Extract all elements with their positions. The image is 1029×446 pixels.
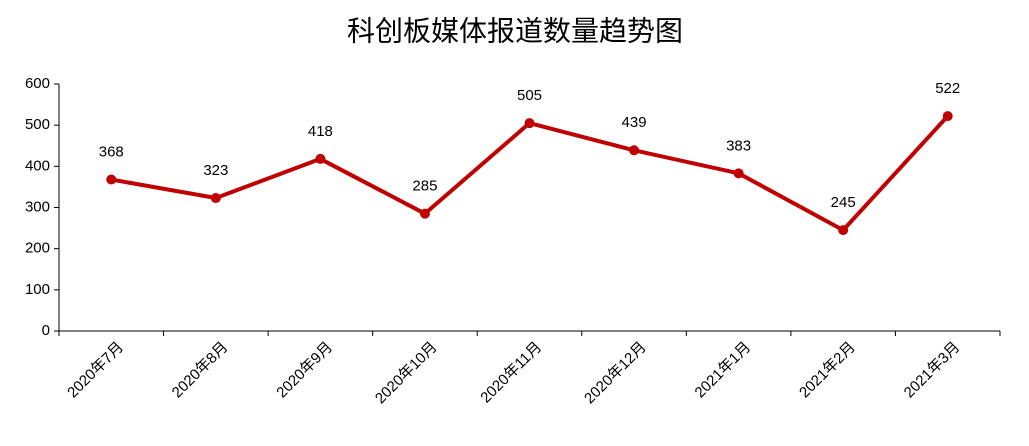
data-label: 505	[517, 87, 542, 104]
x-tick-label: 2020年10月	[372, 339, 441, 408]
x-tick-label: 2020年7月	[64, 339, 127, 402]
y-tick-label: 300	[25, 198, 50, 215]
data-label: 418	[308, 123, 333, 140]
point	[106, 174, 117, 185]
point	[419, 208, 430, 219]
y-tick-label: 0	[42, 322, 50, 339]
data-label: 285	[412, 178, 437, 195]
x-tick-label: 2021年2月	[796, 339, 859, 402]
data-label: 383	[726, 137, 751, 154]
y-tick-label: 200	[25, 240, 50, 257]
y-tick-label: 100	[25, 281, 50, 298]
y-tick-label: 400	[25, 157, 50, 174]
x-tick-label: 2020年9月	[273, 339, 336, 402]
x-tick-label: 2020年11月	[477, 339, 545, 407]
point	[838, 225, 849, 236]
x-tick-label: 2020年12月	[581, 339, 650, 408]
line	[110, 114, 950, 233]
data-label: 368	[99, 143, 124, 160]
x-tick-label: 2021年3月	[901, 339, 964, 402]
data-label: 245	[831, 194, 856, 211]
y-tick-label: 600	[25, 75, 50, 92]
point	[210, 193, 221, 204]
data-label: 439	[622, 114, 647, 131]
x-tick-label: 2020年8月	[169, 339, 232, 402]
point	[629, 145, 640, 156]
point	[942, 111, 953, 122]
point	[733, 168, 744, 179]
y-tick-label: 500	[25, 116, 50, 133]
data-label: 522	[935, 80, 960, 97]
chart-title: 科创板媒体报道数量趋势图	[347, 15, 683, 47]
point	[315, 153, 326, 164]
point	[524, 118, 535, 129]
x-tick-label: 2021年1月	[692, 339, 755, 402]
data-label: 323	[203, 162, 228, 179]
